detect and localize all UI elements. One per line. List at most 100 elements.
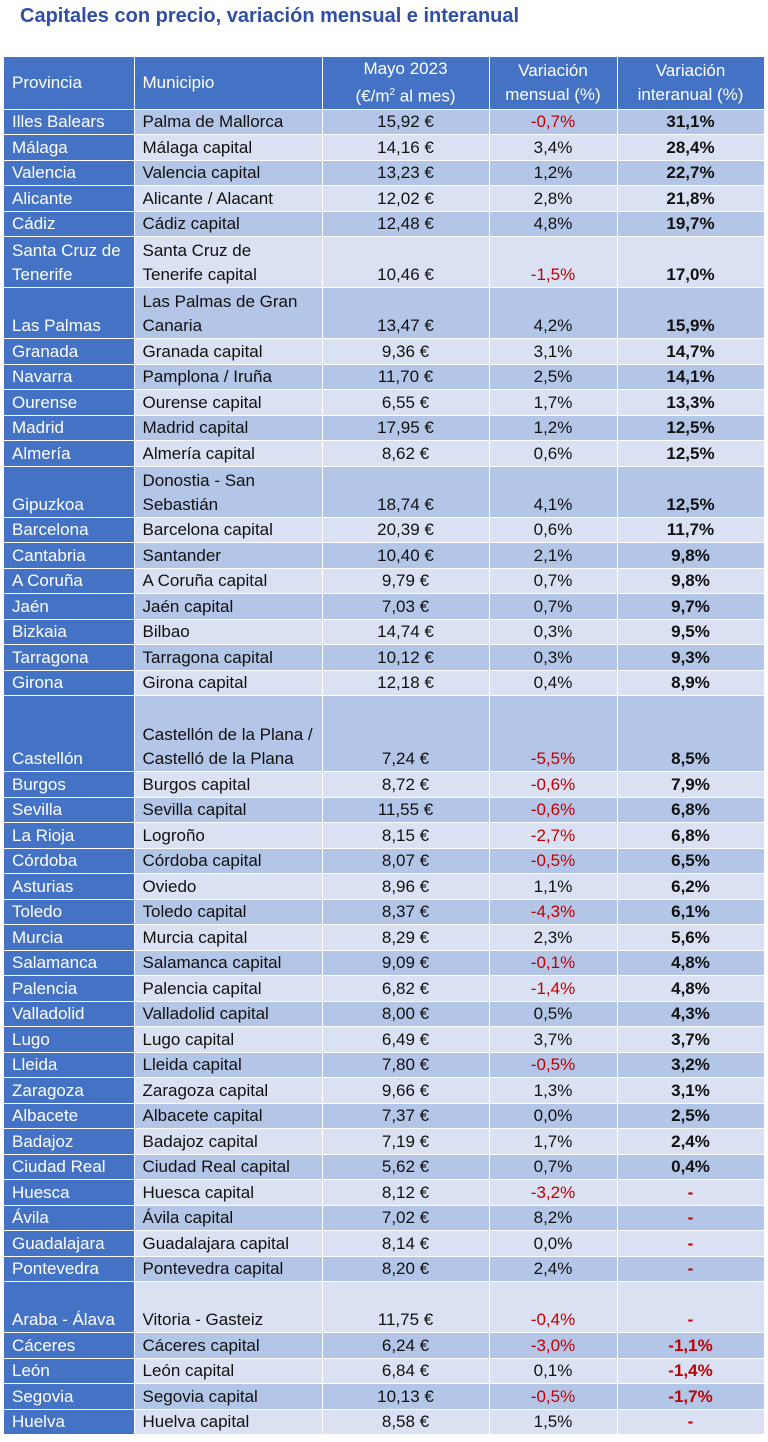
cell-provincia: Zaragoza [4,1077,135,1104]
table-row: Gipuzkoa Donostia - San Sebastián 18,74 €4… [4,466,765,518]
cell-precio: 8,37 € [322,899,490,926]
cell-interanual: 9,3% [617,644,765,671]
header-precio: Mayo 2023 (€/m2 al mes) [322,57,490,110]
cell-municipio: Pamplona / Iruña [134,364,323,391]
cell-precio: 6,49 € [322,1026,490,1053]
cell-precio: 7,19 € [322,1128,490,1155]
cell-municipio: Córdoba capital [134,848,323,875]
cell-interanual: -1,4% [617,1358,765,1385]
cell-interanual: 11,7% [617,517,765,544]
cell-interanual: 12,5% [617,466,765,518]
table-row: Toledo Toledo capital 8,37 € -4,3% 6,1% [4,899,765,926]
cell-interanual: 3,2% [617,1052,765,1079]
cell-provincia: Lleida [4,1052,135,1079]
table-row: Las Palmas Las Palmas de Gran Canaria 13,4… [4,287,765,340]
cell-precio: 8,72 € [322,771,490,798]
cell-municipio: Huelva capital [134,1409,323,1436]
cell-provincia: Burgos [4,771,135,798]
cell-interanual: 7,9% [617,771,765,798]
cell-municipio: Bilbao [134,619,323,646]
cell-precio: 10,46 € [322,236,490,289]
table-row: A Coruña A Coruña capital 9,79 €0,7% 9,8% [4,568,765,595]
cell-interanual: - [617,1256,765,1283]
cell-provincia: Tarragona [4,644,135,671]
header-precio-line2: (€/m2 al mes) [331,81,481,109]
cell-provincia: Barcelona [4,517,135,544]
table-row: Alicante Alicante / Alacant 12,02 €2,8% 21,… [4,185,765,212]
table-row: Córdoba Córdoba capital 8,07 € -0,5% 6,5% [4,848,765,875]
table-row: Madrid Madrid capital 17,95 €1,2% 12,5% [4,415,765,442]
cell-municipio: Palencia capital [134,975,323,1002]
cell-municipio: Almería capital [134,440,323,467]
cell-precio: 12,02 € [322,185,490,212]
cell-interanual: - [617,1205,765,1232]
table-header: Provincia Municipio Mayo 2023 (€/m2 al m… [4,57,765,110]
cell-precio: 8,00 € [322,1001,490,1028]
cell-municipio: Donostia - San Sebastián [134,466,323,518]
cell-precio: 8,12 € [322,1179,490,1206]
header-provincia: Provincia [4,57,135,110]
cell-provincia: Cáceres [4,1332,135,1359]
cell-provincia: Córdoba [4,848,135,875]
cell-mensual: 4,8% [489,211,618,238]
cell-mensual: 0,0% [489,1103,618,1130]
cell-municipio: Salamanca capital [134,950,323,977]
cell-municipio: Ávila capital [134,1205,323,1232]
cell-interanual: 22,7% [617,160,765,187]
cell-mensual: 1,7% [489,389,618,416]
cell-municipio: Lugo capital [134,1026,323,1053]
table-row: Tarragona Tarragona capital 10,12 €0,3% 9,3… [4,644,765,671]
cell-interanual: 5,6% [617,924,765,951]
cell-precio: 8,07 € [322,848,490,875]
cell-provincia: Valencia [4,160,135,187]
table-row: Burgos Burgos capital 8,72 € -0,6% 7,9% [4,771,765,798]
cell-provincia: Cádiz [4,211,135,238]
table-row: La Rioja Logroño 8,15 € -2,7% 6,8% [4,822,765,849]
header-interanual-line2: interanual (%) [637,84,744,104]
cell-interanual: 6,2% [617,873,765,900]
table-row: Girona Girona capital 12,18 €0,4% 8,9% [4,670,765,697]
cell-precio: 6,82 € [322,975,490,1002]
cell-municipio: Valladolid capital [134,1001,323,1028]
cell-mensual: -0,6% [489,797,618,824]
header-row: Provincia Municipio Mayo 2023 (€/m2 al m… [4,57,765,110]
cell-precio: 10,40 € [322,542,490,569]
cell-precio: 9,09 € [322,950,490,977]
cell-interanual: 8,9% [617,670,765,697]
cell-mensual: 4,2% [489,287,618,340]
cell-mensual: 2,5% [489,364,618,391]
cell-mensual: 0,3% [489,619,618,646]
cell-provincia: Palencia [4,975,135,1002]
cell-municipio: Castellón de la Plana / Castelló de la P… [134,695,323,773]
cell-municipio: Las Palmas de Gran Canaria [134,287,323,340]
table-row: Zaragoza Zaragoza capital 9,66 €1,3% 3,1% [4,1077,765,1104]
cell-mensual: 0,1% [489,1358,618,1385]
cell-municipio: Madrid capital [134,415,323,442]
cell-provincia: Huesca [4,1179,135,1206]
cell-municipio: Badajoz capital [134,1128,323,1155]
cell-interanual: 6,8% [617,822,765,849]
table-row: Jaén Jaén capital 7,03 €0,7% 9,7% [4,593,765,620]
price-table: Provincia Municipio Mayo 2023 (€/m2 al m… [4,57,765,1436]
cell-provincia: Málaga [4,134,135,161]
cell-municipio: Palma de Mallorca [134,109,323,136]
cell-mensual: 0,6% [489,517,618,544]
cell-municipio: Santa Cruz de Tenerife capital [134,236,323,289]
cell-municipio: Cáceres capital [134,1332,323,1359]
cell-mensual: 3,1% [489,338,618,365]
table-row: Castellón Castellón de la Plana / Castell… [4,695,765,773]
table-row: Palencia Palencia capital 6,82 € -1,4% 4,8% [4,975,765,1002]
cell-interanual: -1,7% [617,1383,765,1410]
cell-interanual: 6,5% [617,848,765,875]
cell-interanual: 6,8% [617,797,765,824]
cell-interanual: 4,8% [617,975,765,1002]
cell-precio: 20,39 € [322,517,490,544]
cell-mensual: 1,2% [489,160,618,187]
cell-mensual: 1,1% [489,873,618,900]
cell-interanual: - [617,1230,765,1257]
cell-municipio: Granada capital [134,338,323,365]
cell-precio: 6,55 € [322,389,490,416]
table-row: Sevilla Sevilla capital 11,55 € -0,6% 6,8% [4,797,765,824]
cell-interanual: 14,1% [617,364,765,391]
cell-mensual: -1,4% [489,975,618,1002]
